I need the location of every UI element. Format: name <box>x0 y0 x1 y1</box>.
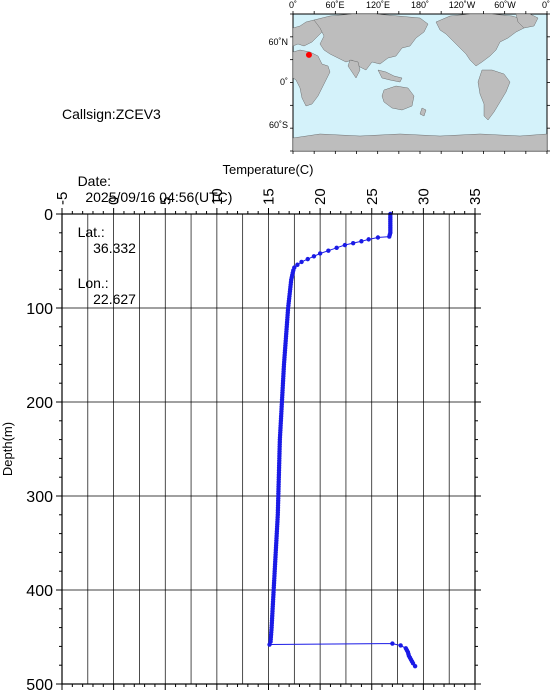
data-point-interp <box>277 453 282 459</box>
data-point-interp <box>285 317 290 322</box>
data-point <box>342 242 348 248</box>
map-lon-tick-3: 180˚ <box>411 0 429 10</box>
data-point-interp <box>388 228 393 234</box>
data-point-interp <box>280 378 286 384</box>
data-point-interp <box>276 491 281 496</box>
data-point-interp <box>289 275 294 280</box>
data-point-interp <box>404 647 410 653</box>
x-tick-label: 5 <box>157 197 174 205</box>
data-point-interp <box>388 224 393 230</box>
x-axis-title: Temperature(C) <box>222 162 313 177</box>
map-lon-tick-5: 60˚W <box>494 0 516 10</box>
data-point-interp <box>282 345 288 351</box>
y-tick-label: 0 <box>44 207 53 224</box>
date-label: Date: <box>77 173 112 189</box>
data-point-interp <box>409 659 415 664</box>
date-value: 2025/09/16 04:56(UTC) <box>85 189 233 205</box>
lon-value: 22.627 <box>93 291 136 307</box>
data-point-interp <box>286 303 291 308</box>
data-point-interp <box>288 284 293 290</box>
data-point <box>412 663 418 669</box>
data-point-interp <box>275 510 281 515</box>
data-point <box>305 256 310 262</box>
data-point-interp <box>287 294 292 299</box>
data-point <box>311 254 317 259</box>
data-point-interp <box>271 585 276 590</box>
data-point-interp <box>269 623 274 628</box>
lon-label: Lon.: <box>77 275 109 291</box>
data-point-interp <box>406 651 411 657</box>
profile-points <box>267 211 418 669</box>
map-lon-tick-4: 120˚W <box>449 0 476 10</box>
data-point <box>267 642 272 647</box>
y-tick-label: 200 <box>26 395 53 412</box>
data-point <box>366 237 371 242</box>
data-point-interp <box>279 397 285 402</box>
data-point-interp <box>388 221 393 226</box>
data-point <box>375 235 381 240</box>
map-land <box>292 13 548 152</box>
data-point <box>295 262 300 267</box>
info-block: Callsign:ZCEV3 Date: 2025/09/16 04:56(UT… <box>62 74 233 307</box>
world-map: 0˚ 60˚E 120˚E 180˚ 120˚W 60˚W 0˚ 60˚N 0˚… <box>268 0 550 154</box>
y-tick-label: 400 <box>26 583 53 600</box>
map-lat-tick-1: 0˚ <box>280 77 288 87</box>
date-row: Date: 2025/09/16 04:56(UTC) <box>62 157 233 205</box>
lat-row: Lat.: 36.332 <box>62 208 232 256</box>
y-tick-label: 300 <box>26 489 53 506</box>
data-point-interp <box>270 604 275 609</box>
map-lat-tick-0: 60˚N <box>268 37 288 47</box>
callsign-text: Callsign:ZCEV3 <box>62 106 161 122</box>
lon-row: Lon.: 22.627 <box>62 259 232 307</box>
data-point <box>334 245 339 251</box>
data-point-interp <box>388 217 393 222</box>
data-point-interp <box>273 547 279 553</box>
data-point <box>390 641 395 646</box>
lat-value: 36.332 <box>93 240 136 256</box>
data-point-interp <box>276 472 282 478</box>
x-tick-label: 25 <box>364 188 381 205</box>
x-tick-label: 30 <box>415 188 432 205</box>
y-tick-label: 500 <box>26 677 53 690</box>
data-point <box>359 239 364 244</box>
x-tick-label: 35 <box>467 188 484 205</box>
x-tick-label: 0 <box>106 197 123 205</box>
data-point-interp <box>274 529 280 534</box>
map-lon-tick-2: 120˚E <box>366 0 390 10</box>
data-point-interp <box>407 655 413 660</box>
y-tick-label: 100 <box>26 301 53 318</box>
lat-label: Lat.: <box>77 224 105 240</box>
data-point-interp <box>268 637 273 642</box>
y-axis-title: Depth(m) <box>0 422 15 476</box>
data-point <box>317 251 323 256</box>
plot-frame <box>61 213 476 685</box>
map-lat-tick-2: 60˚S <box>269 120 288 130</box>
map-lon-tick-1: 60˚E <box>325 0 344 10</box>
x-tick-label: 15 <box>261 188 278 205</box>
data-point-interp <box>272 566 278 572</box>
map-lon-tick-6: 0˚ <box>542 0 550 10</box>
data-point-interp <box>281 359 287 365</box>
data-point-interp <box>284 331 289 337</box>
data-point <box>350 240 356 246</box>
data-point <box>326 248 331 253</box>
data-point <box>299 259 304 265</box>
data-point-interp <box>277 435 283 440</box>
x-tick-label: 20 <box>312 188 329 205</box>
data-point <box>398 643 403 648</box>
data-point-interp <box>290 270 295 275</box>
map-lon-tick-0: 0˚ <box>289 0 297 10</box>
map-axis-ticks <box>290 11 550 154</box>
data-point-interp <box>278 416 284 421</box>
data-point-interp <box>387 232 393 237</box>
x-tick-label: 10 <box>209 188 226 205</box>
x-tick-label: -5 <box>54 192 71 205</box>
location-marker <box>305 51 312 58</box>
data-point-interp <box>388 213 393 219</box>
